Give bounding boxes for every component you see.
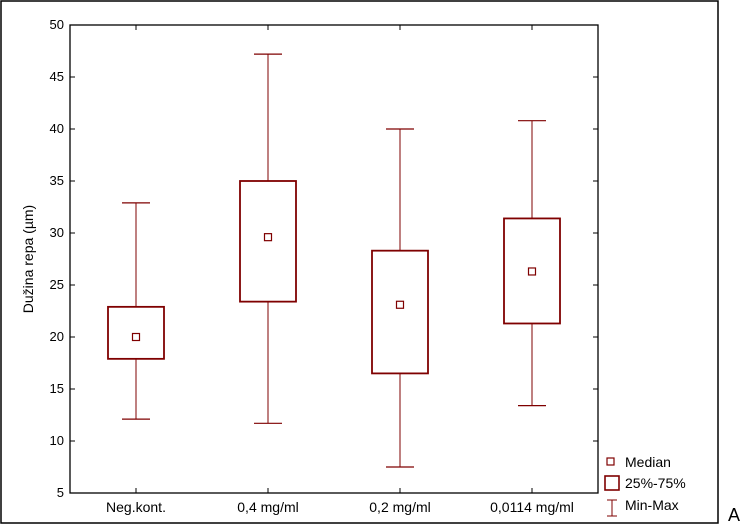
y-tick-label: 5 — [57, 485, 64, 500]
x-axis: Neg.kont. 0,4 mg/ml 0,2 mg/ml 0,0114 mg/ml — [106, 25, 574, 515]
y-tick-label: 15 — [50, 381, 64, 396]
median-marker — [395, 300, 405, 309]
legend-label: Min-Max — [625, 497, 679, 513]
y-axis: 5 10 15 20 25 30 35 40 45 50 — [50, 17, 598, 500]
iqr-box — [371, 249, 429, 375]
legend-label: Median — [625, 454, 671, 470]
legend: Median 25%-75% Min-Max — [604, 454, 686, 517]
legend-box-icon — [604, 475, 620, 491]
plot-area — [69, 24, 599, 494]
panel-label: A — [728, 505, 740, 524]
box-2 — [239, 53, 297, 424]
median-marker — [263, 233, 273, 242]
y-tick-label: 30 — [50, 225, 64, 240]
x-tick-label: 0,0114 mg/ml — [490, 499, 574, 515]
x-tick-label: 0,2 mg/ml — [369, 499, 430, 515]
y-tick-label: 40 — [50, 121, 64, 136]
y-tick-label: 10 — [50, 433, 64, 448]
legend-item: 25%-75% — [604, 475, 686, 491]
box-4 — [503, 120, 561, 407]
iqr-box — [239, 180, 297, 303]
x-tick-label: 0,4 mg/ml — [237, 499, 298, 515]
y-tick-label: 25 — [50, 277, 64, 292]
outer-frame — [0, 0, 719, 524]
median-marker — [131, 332, 141, 342]
box-1 — [107, 202, 165, 420]
legend-label: 25%-75% — [625, 475, 686, 491]
y-tick-label: 50 — [50, 17, 64, 32]
y-tick-label: 20 — [50, 329, 64, 344]
legend-median-icon — [606, 457, 615, 466]
box-3 — [371, 128, 429, 468]
legend-item: Median — [606, 454, 671, 470]
legend-item: Min-Max — [607, 497, 679, 517]
y-tick-label: 45 — [50, 69, 64, 84]
y-axis-label: Dužina repa (µm) — [20, 205, 36, 313]
box-series — [107, 53, 561, 468]
iqr-box — [107, 305, 165, 360]
x-tick-label: Neg.kont. — [106, 499, 166, 515]
y-tick-label: 35 — [50, 173, 64, 188]
median-marker — [527, 267, 537, 276]
